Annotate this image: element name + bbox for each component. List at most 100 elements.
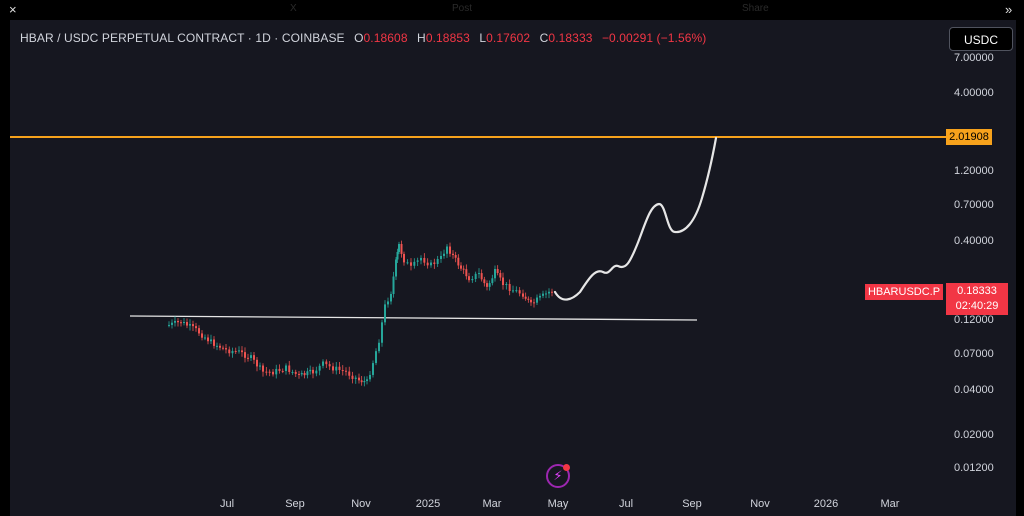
candle-body — [312, 369, 314, 374]
candle-body — [315, 370, 318, 374]
candle-body — [300, 373, 303, 375]
candle-body — [491, 278, 494, 284]
flash-icon[interactable]: ⚡ — [546, 464, 570, 488]
notification-dot — [563, 464, 570, 471]
candle-body — [259, 365, 261, 367]
candle-body — [198, 328, 200, 334]
close-icon[interactable]: × — [9, 2, 17, 17]
candle-body — [433, 262, 436, 265]
currency-button[interactable]: USDC — [949, 27, 1013, 51]
candle-body — [406, 262, 409, 264]
candle-body — [210, 339, 212, 342]
chart-area[interactable] — [10, 20, 1016, 516]
candle-body — [265, 371, 268, 373]
candle-body — [360, 380, 363, 383]
candle-body — [250, 355, 252, 358]
time-tick: Nov — [750, 498, 770, 510]
candle-body — [403, 253, 405, 263]
projection-drawing[interactable] — [553, 136, 718, 301]
candle-body — [527, 298, 530, 300]
candle-body — [189, 324, 191, 326]
candle-body — [454, 255, 457, 258]
time-tick: Mar — [482, 498, 502, 510]
open-label: O — [354, 31, 364, 45]
candle-body — [291, 371, 294, 373]
candle-body — [186, 322, 188, 326]
candle-body — [195, 326, 197, 329]
candle-body — [213, 339, 215, 346]
candle-body — [478, 273, 480, 275]
candle-body — [512, 290, 514, 292]
candle-body — [378, 342, 380, 352]
price-tick: 7.00000 — [954, 52, 994, 64]
candle-body — [247, 357, 249, 359]
symbol-header: HBAR / USDC PERPETUAL CONTRACT · 1D · CO… — [20, 31, 706, 45]
candle-body — [457, 257, 460, 266]
candle-body — [375, 351, 377, 364]
low-label: L — [479, 31, 487, 45]
candle-body — [522, 293, 524, 297]
candle-body — [204, 337, 206, 339]
candle-body — [177, 320, 179, 323]
price-tick: 0.02000 — [954, 429, 994, 441]
support-trendline[interactable] — [129, 315, 698, 321]
candle-body — [480, 273, 483, 280]
candle-body — [420, 257, 422, 261]
time-tick: Sep — [682, 498, 702, 510]
candle-body — [241, 350, 243, 353]
ghost-item-share: Share — [742, 3, 769, 14]
symbol-price-label: HBARUSDC.P — [865, 284, 943, 300]
candle-body — [396, 252, 399, 260]
expand-icon[interactable]: » — [1005, 2, 1013, 17]
candle-body — [518, 290, 521, 294]
candle-body — [410, 262, 412, 266]
candle-body — [228, 349, 231, 354]
candle-body — [183, 322, 185, 324]
candle-body — [256, 359, 258, 367]
candle-body — [328, 364, 331, 367]
time-tick: Nov — [351, 498, 371, 510]
current-price-value: 0.18333 — [957, 285, 997, 297]
window-top-bar: × X Post Share » — [0, 0, 1024, 20]
candle-body — [325, 361, 328, 365]
candle-body — [449, 246, 451, 254]
candle-body — [443, 253, 445, 256]
candle-body — [381, 322, 383, 343]
price-tick: 0.07000 — [954, 348, 994, 360]
candle-body — [474, 273, 477, 279]
price-tick: 0.70000 — [954, 199, 994, 211]
time-tick: Sep — [285, 498, 305, 510]
time-tick: 2026 — [813, 498, 839, 510]
candle-body — [253, 355, 255, 360]
candle-body — [499, 273, 502, 278]
horizontal-level-label[interactable]: 2.01908 — [946, 129, 992, 145]
candle-body — [390, 293, 392, 302]
candle-body — [384, 304, 386, 323]
candle-body — [471, 278, 474, 281]
candle-body — [462, 268, 465, 270]
candle-body — [551, 291, 553, 293]
candle-body — [387, 301, 389, 305]
candle-body — [192, 324, 194, 327]
time-tick: 2025 — [415, 498, 441, 510]
candle-body — [452, 253, 454, 256]
candle-body — [278, 368, 281, 371]
candle-body — [332, 366, 334, 371]
candle-body — [201, 333, 203, 338]
price-tick: 0.40000 — [954, 235, 994, 247]
candle-body — [460, 265, 462, 269]
candle-body — [524, 296, 527, 299]
close-label: C — [539, 31, 549, 45]
candle-body — [168, 324, 170, 326]
candle-body — [369, 374, 371, 380]
symbol-title[interactable]: HBAR / USDC PERPETUAL CONTRACT · 1D · CO… — [20, 31, 345, 45]
candle-body — [502, 277, 504, 286]
candle-body — [275, 368, 278, 375]
candle-body — [335, 366, 338, 371]
candle-body — [416, 260, 419, 262]
candle-body — [171, 322, 173, 325]
candle-body — [354, 377, 357, 379]
candle-body — [392, 276, 395, 294]
candle-body — [372, 363, 374, 375]
